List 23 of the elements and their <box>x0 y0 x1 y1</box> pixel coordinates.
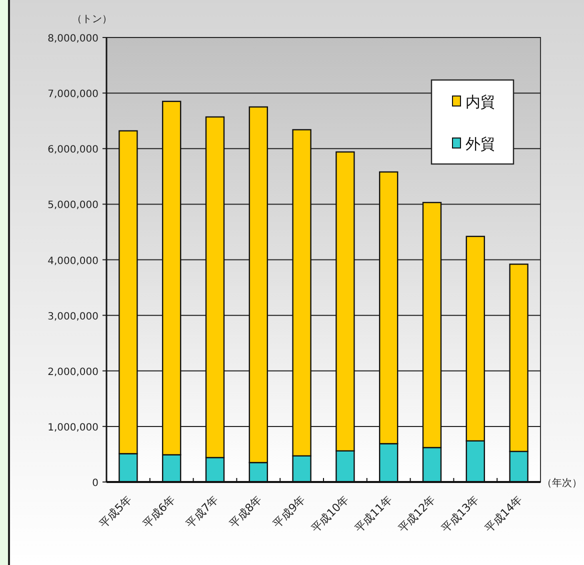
y-tick-label: 2,000,000 <box>48 366 98 378</box>
x-tick-label: 平成14年 <box>482 492 525 536</box>
y-tick-label: 0 <box>92 478 98 489</box>
x-tick-label: 平成6年 <box>140 492 178 530</box>
y-tick-label: 6,000,000 <box>48 144 98 156</box>
x-tick-label: 平成8年 <box>227 492 265 530</box>
x-tick-label: 平成9年 <box>270 492 308 530</box>
y-tick-label: 7,000,000 <box>48 89 98 100</box>
x-tick-label: 平成5年 <box>96 492 134 530</box>
x-tick-label: 平成13年 <box>439 492 482 536</box>
y-axis-title: （トン） <box>72 14 112 25</box>
y-tick-label: 8,000,000 <box>48 34 98 44</box>
y-tick-label: 4,000,000 <box>48 256 98 267</box>
x-tick-label: 平成12年 <box>396 492 438 536</box>
y-tick-label: 1,000,000 <box>48 422 98 434</box>
legend-label: 内貿 <box>466 93 496 111</box>
x-axis-title: （年次） <box>542 477 582 489</box>
x-tick-label: 平成11年 <box>352 492 395 536</box>
y-tick-label: 3,000,000 <box>48 311 98 322</box>
legend-label: 外貿 <box>466 135 496 153</box>
y-tick-label: 5,000,000 <box>48 200 98 212</box>
x-tick-label: 平成7年 <box>184 492 222 530</box>
x-tick-label: 平成10年 <box>308 492 352 536</box>
